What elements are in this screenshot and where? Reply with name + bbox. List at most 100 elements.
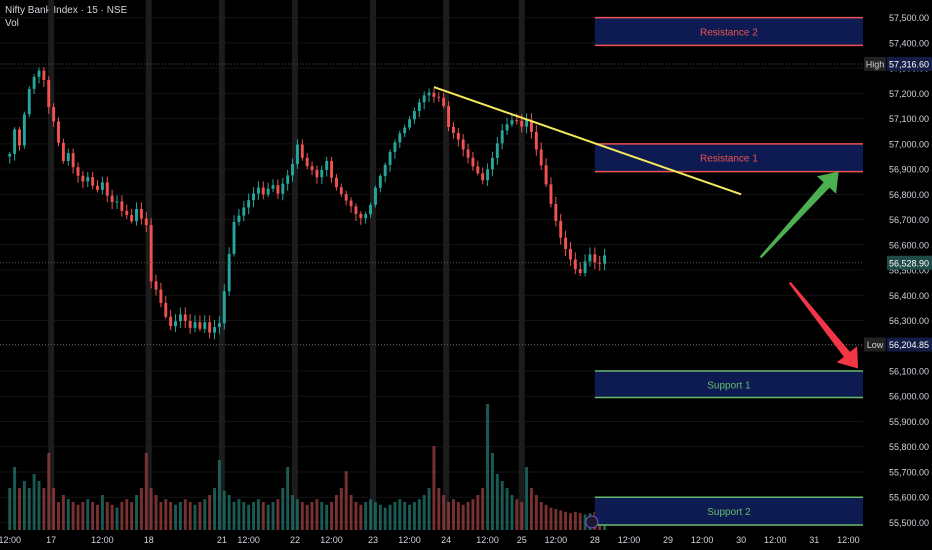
volume-bar — [222, 490, 226, 530]
candle-body — [61, 142, 65, 162]
volume-bar — [539, 502, 543, 530]
candle-body — [359, 213, 363, 219]
candle-body — [300, 144, 304, 158]
volume-bar — [174, 504, 177, 530]
volume-bar — [554, 509, 558, 530]
volume-bar — [105, 502, 109, 530]
level-tag-value-bg — [887, 337, 932, 352]
candle-body — [364, 214, 368, 219]
time-tick-label: 12:00 — [837, 535, 860, 545]
candle-body — [81, 175, 85, 182]
candle-body — [115, 201, 119, 203]
price-axis[interactable]: 57,500.0057,400.0057,300.0057,200.0057,1… — [864, 13, 932, 528]
trendline[interactable] — [433, 86, 742, 196]
candle-body — [325, 160, 329, 170]
volume-bar — [57, 502, 60, 530]
volume-label: Vol — [5, 18, 19, 29]
candle-body — [144, 218, 148, 226]
price-tick-label: 55,900.00 — [889, 417, 929, 427]
volume-bar — [369, 499, 373, 530]
volume-bar — [232, 502, 236, 530]
candle-body — [549, 184, 553, 204]
candle-body — [42, 70, 46, 80]
volume-bar — [432, 446, 436, 530]
time-tick-label: 31 — [809, 535, 819, 545]
candle-body — [266, 188, 270, 195]
level-tag: High 57,316.60 — [864, 56, 932, 71]
price-tick-label: 57,100.00 — [889, 114, 929, 124]
price-tick-label: 57,400.00 — [889, 38, 929, 48]
volume-bar — [544, 504, 548, 530]
candle-body — [515, 120, 519, 122]
candle-body — [344, 194, 348, 201]
volume-bar — [188, 502, 192, 530]
volume-bar — [320, 502, 324, 530]
volume-bar — [208, 495, 212, 530]
volume-bar — [325, 504, 329, 530]
candle-body — [22, 114, 26, 146]
candle-body — [105, 182, 109, 196]
candle-body — [339, 187, 343, 195]
candle-body — [598, 262, 602, 264]
volume-bar — [573, 511, 577, 530]
volume-bar — [564, 511, 568, 530]
volume-bar — [505, 488, 509, 530]
candle-body — [334, 177, 338, 188]
volume-bar — [559, 510, 563, 530]
volume-bar — [437, 488, 441, 530]
volume-bar — [22, 481, 26, 530]
candle-body — [388, 151, 392, 165]
volume-bar — [442, 495, 446, 530]
level-tag-value: 56,204.85 — [889, 340, 929, 350]
candle-body — [86, 177, 90, 182]
candle-body — [320, 169, 324, 178]
candle-body — [554, 203, 558, 221]
price-tick-label: 56,300.00 — [889, 316, 929, 326]
candle-body — [193, 322, 197, 328]
price-tick-label: 57,200.00 — [889, 89, 929, 99]
candle-body — [573, 259, 577, 270]
volume-bar — [100, 495, 104, 530]
support-resistance-zones[interactable]: Resistance 2 Resistance 1 Support 1 Support… — [594, 16, 863, 526]
level-tag-name: Low — [867, 340, 884, 350]
candle-body — [354, 206, 358, 214]
candle-body — [500, 130, 504, 144]
candle-body — [37, 70, 41, 77]
price-tick-label: 57,000.00 — [889, 139, 929, 149]
time-tick-label: 12:00 — [0, 535, 21, 545]
volume-bar — [383, 507, 387, 530]
level-tag-value: 56,528.90 — [889, 258, 929, 268]
level-tag-name-bg — [864, 337, 886, 352]
candle-body — [451, 126, 455, 133]
volume-bar — [217, 460, 221, 530]
volume-bar — [344, 471, 348, 530]
volume-bar — [500, 481, 504, 530]
candle-body — [373, 187, 377, 205]
volume-bar — [476, 495, 480, 530]
price-tick-label: 55,600.00 — [889, 493, 929, 503]
zone-box — [594, 143, 863, 172]
candle-body — [593, 254, 597, 263]
price-tick-label: 56,500.00 — [889, 266, 929, 276]
volume-bar — [120, 502, 124, 530]
candle-body — [315, 170, 319, 178]
direction-arrows[interactable] — [759, 171, 859, 369]
time-tick-label: 24 — [441, 535, 451, 545]
candle-body — [544, 165, 548, 185]
volume-bar — [286, 467, 290, 530]
candle-body — [252, 193, 255, 201]
candle-body — [437, 96, 441, 98]
candle-body — [71, 153, 75, 168]
price-tick-label: 55,700.00 — [889, 467, 929, 477]
volume-bar — [227, 495, 231, 530]
time-axis[interactable]: 12:00 17 12:00 18 21 12:00 22 12:00 23 12:00 24 12:… — [0, 515, 860, 545]
volume-bar — [334, 495, 338, 530]
volume-bar — [183, 499, 187, 530]
time-tick-label: 12:00 — [91, 535, 114, 545]
price-tick-label: 57,500.00 — [889, 13, 929, 23]
zone-label: Resistance 1 — [700, 154, 758, 165]
candle-body — [417, 102, 421, 112]
candle-body — [159, 289, 163, 303]
candle-body — [8, 153, 12, 157]
